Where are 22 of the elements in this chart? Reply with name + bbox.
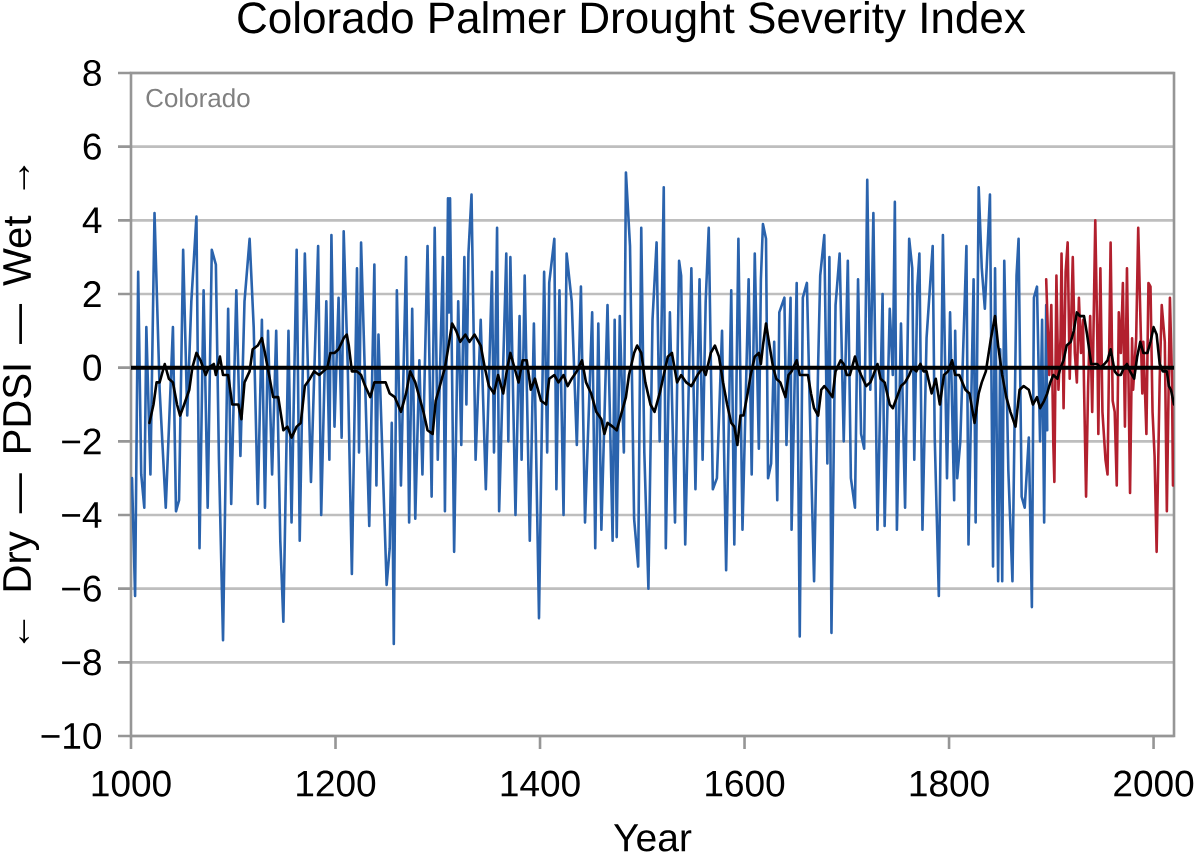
y-tick-label: 8 — [83, 59, 101, 87]
y-tick-label: −2 — [62, 428, 101, 455]
y-tick-label: −4 — [62, 502, 102, 528]
x-tick-label: 1400 — [501, 770, 580, 797]
y-tick-label: 6 — [83, 133, 101, 160]
x-tick-label: 1800 — [910, 770, 989, 797]
y-tick-label: −8 — [62, 649, 101, 676]
chart-title: Colorado Palmer Drought Severity Index — [238, 1, 1026, 43]
x-tick-label: 1000 — [92, 770, 171, 797]
y-tick-label: 4 — [82, 207, 102, 234]
annotation: Colorado — [146, 88, 250, 108]
y-tick-label: 0 — [83, 354, 102, 381]
y-tick-label: 2 — [83, 281, 101, 307]
y-tick-label: −6 — [62, 575, 101, 602]
line-series — [131, 171, 1049, 646]
y-tick-label: −10 — [41, 722, 102, 750]
y-axis-title: ← Dry — PDSI — Wet → — [2, 165, 40, 644]
x-tick-label: 2000 — [1114, 770, 1194, 797]
line-series — [1044, 219, 1175, 554]
x-axis-title: Year — [613, 824, 692, 852]
x-tick-label: 1200 — [297, 770, 376, 797]
x-tick-label: 1600 — [706, 770, 785, 797]
